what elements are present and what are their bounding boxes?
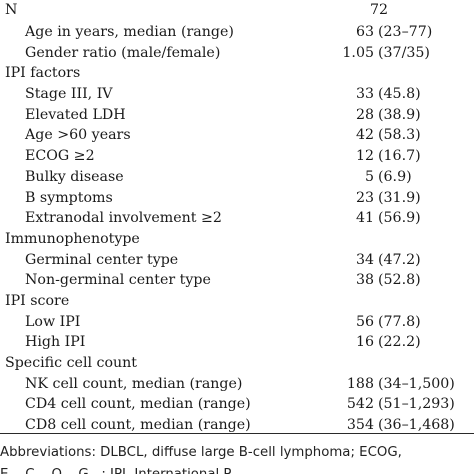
row-label: Low IPI bbox=[25, 313, 81, 330]
row-label: Gender ratio (male/female) bbox=[25, 44, 221, 61]
row-label: CD8 cell count, median (range) bbox=[25, 417, 251, 434]
section-heading-row: IPI factors bbox=[0, 63, 474, 84]
row-value-range: (51–1,293) bbox=[378, 396, 455, 413]
row-value-range: (52.8) bbox=[378, 272, 421, 289]
row-label: Extranodal involvement ≥2 bbox=[25, 210, 222, 227]
table-row: Bulky disease 5 (6.9) bbox=[0, 167, 474, 188]
row-value-number: 63 bbox=[355, 24, 374, 40]
row-value: 28 (38.9) bbox=[300, 105, 474, 126]
row-value-number: 188 bbox=[346, 375, 374, 392]
characteristics-table: N 72 Age in years, median (range) 63 (23–7… bbox=[0, 0, 474, 436]
row-value: 16 (22.2) bbox=[300, 332, 474, 353]
row-label: Germinal center type bbox=[25, 251, 179, 268]
footnote-line-1: Abbreviations: DLBCL, diffuse large B-ce… bbox=[0, 445, 402, 460]
table-row: Extranodal involvement ≥2 41 (56.9) bbox=[0, 208, 474, 229]
row-label: Non-germinal center type bbox=[25, 272, 211, 289]
table-row: ECOG ≥2 12 (16.7) bbox=[0, 146, 474, 167]
row-value: 188 (34–1,500) bbox=[300, 374, 474, 395]
row-value-range: (38.9) bbox=[378, 106, 421, 123]
table-row: High IPI 16 (22.2) bbox=[0, 332, 474, 353]
table-row: B symptoms 23 (31.9) bbox=[0, 188, 474, 209]
row-label: Bulky disease bbox=[25, 168, 124, 185]
row-label: NK cell count, median (range) bbox=[25, 375, 243, 392]
row-value-number: 1.05 bbox=[342, 44, 374, 61]
row-value: 5 (6.9) bbox=[300, 167, 474, 188]
row-label: Age in years, median (range) bbox=[25, 24, 234, 40]
table-body: Age in years, median (range) 63 (23–77) Gen… bbox=[0, 22, 474, 436]
row-value-range: (58.3) bbox=[378, 127, 421, 144]
row-label: Elevated LDH bbox=[25, 106, 126, 123]
table-row-n: N 72 bbox=[0, 0, 474, 22]
section-heading-row: Specific cell count bbox=[0, 353, 474, 374]
row-value: 34 (47.2) bbox=[300, 250, 474, 271]
section-heading: IPI factors bbox=[5, 65, 81, 82]
row-value-number: 354 bbox=[346, 417, 374, 434]
row-value: 38 (52.8) bbox=[300, 270, 474, 291]
row-value-number: 16 bbox=[355, 334, 374, 351]
row-value-range: (23–77) bbox=[378, 24, 433, 40]
table-row: Stage III, IV 33 (45.8) bbox=[0, 84, 474, 105]
table-row: Gender ratio (male/female) 1.05 (37/35) bbox=[0, 43, 474, 64]
row-value: 354 (36–1,468) bbox=[300, 415, 474, 436]
row-value-range: (36–1,468) bbox=[378, 417, 455, 434]
table-row: CD8 cell count, median (range) 354 (36–1,4… bbox=[0, 415, 474, 436]
row-value-range: (16.7) bbox=[378, 148, 421, 165]
row-value-range: (34–1,500) bbox=[378, 375, 455, 392]
row-value: 41 (56.9) bbox=[300, 208, 474, 229]
row-value: 33 (45.8) bbox=[300, 84, 474, 105]
row-value-number: 33 bbox=[355, 86, 374, 103]
row-value-range: (56.9) bbox=[378, 210, 421, 227]
row-value: 12 (16.7) bbox=[300, 146, 474, 167]
table-row: Age in years, median (range) 63 (23–77) bbox=[0, 22, 474, 43]
table-row: NK cell count, median (range) 188 (34–1,50… bbox=[0, 374, 474, 395]
row-value: 542 (51–1,293) bbox=[300, 394, 474, 415]
row-value-number: 12 bbox=[355, 148, 374, 165]
table-row: Low IPI 56 (77.8) bbox=[0, 312, 474, 333]
row-value-number: 542 bbox=[346, 396, 374, 413]
row-value-range: (6.9) bbox=[378, 168, 412, 185]
row-value-range: (31.9) bbox=[378, 189, 421, 206]
row-value-number: 23 bbox=[355, 189, 374, 206]
row-label: High IPI bbox=[25, 334, 86, 351]
row-value: 63 (23–77) bbox=[300, 22, 474, 43]
row-value-number: 41 bbox=[355, 210, 374, 227]
table-row: Elevated LDH 28 (38.9) bbox=[0, 105, 474, 126]
row-value-range: (22.2) bbox=[378, 334, 421, 351]
row-value-range: (47.2) bbox=[378, 251, 421, 268]
row-value-range: (45.8) bbox=[378, 86, 421, 103]
table-row: CD4 cell count, median (range) 542 (51–1,2… bbox=[0, 394, 474, 415]
section-heading: Immunophenotype bbox=[5, 230, 140, 247]
row-value-n: 72 bbox=[370, 2, 389, 18]
row-label: Stage III, IV bbox=[25, 86, 113, 103]
table-bottom-rule bbox=[0, 433, 474, 434]
row-value-number: 56 bbox=[355, 313, 374, 330]
row-value-number: 5 bbox=[364, 168, 374, 185]
row-label: Age >60 years bbox=[25, 127, 131, 144]
row-value-range: (77.8) bbox=[378, 313, 421, 330]
row-value-number: 28 bbox=[355, 106, 374, 123]
table-row: Germinal center type 34 (47.2) bbox=[0, 250, 474, 271]
row-value: 23 (31.9) bbox=[300, 188, 474, 209]
row-label: ECOG ≥2 bbox=[25, 148, 95, 165]
section-heading-row: IPI score bbox=[0, 291, 474, 312]
row-value-number: 42 bbox=[355, 127, 374, 144]
section-heading: Specific cell count bbox=[5, 355, 137, 371]
row-label: CD4 cell count, median (range) bbox=[25, 396, 251, 413]
table-row: Age >60 years 42 (58.3) bbox=[0, 125, 474, 146]
row-value: 1.05 (37/35) bbox=[300, 43, 474, 64]
row-label: B symptoms bbox=[25, 189, 113, 206]
table-row: Non-germinal center type 38 (52.8) bbox=[0, 270, 474, 291]
section-heading: IPI score bbox=[5, 292, 70, 309]
row-value-range: (37/35) bbox=[378, 44, 430, 61]
row-value-number: 34 bbox=[355, 251, 374, 268]
row-label-n: N bbox=[5, 2, 18, 18]
section-heading-row: Immunophenotype bbox=[0, 229, 474, 250]
row-value-number: 38 bbox=[355, 272, 374, 289]
footnote-line-2: E... C... O... G...; IPI, International … bbox=[0, 464, 242, 474]
row-value: 56 (77.8) bbox=[300, 312, 474, 333]
row-value: 42 (58.3) bbox=[300, 125, 474, 146]
